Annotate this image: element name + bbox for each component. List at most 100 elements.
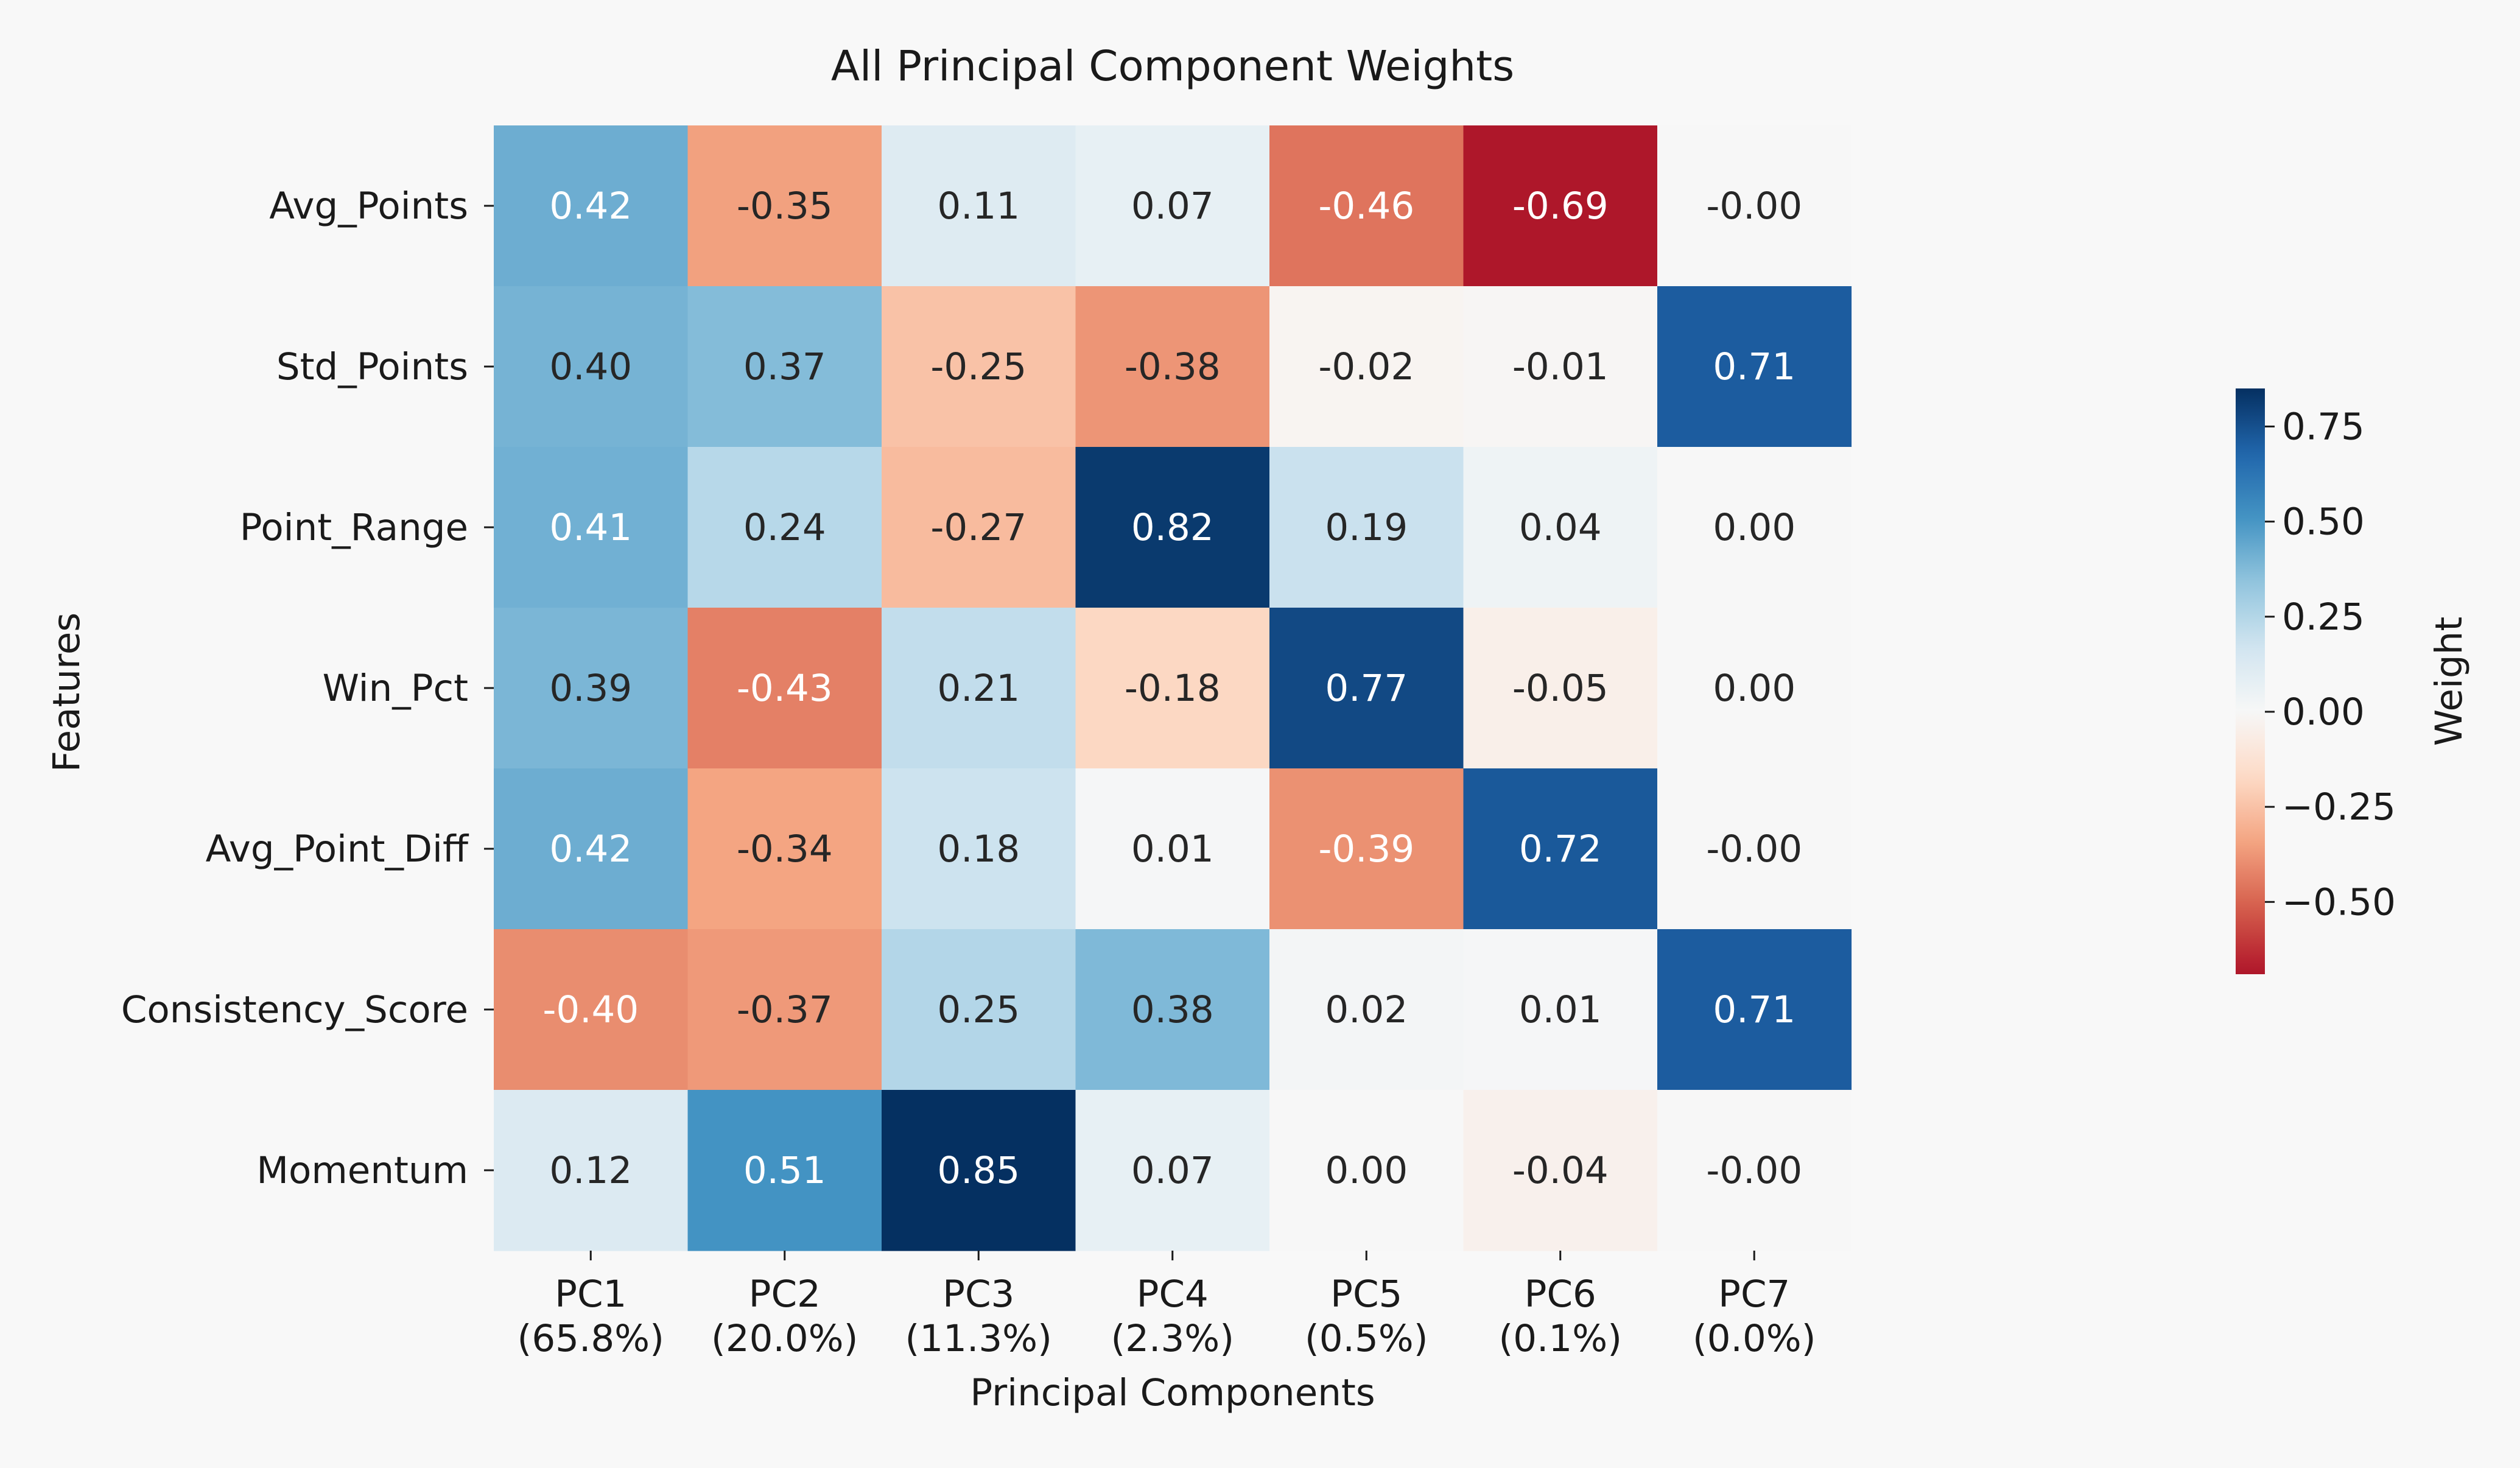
colorbar-gradient — [2236, 388, 2265, 974]
cell-value-label: -0.34 — [737, 827, 833, 871]
heatmap-cell — [882, 125, 1076, 287]
cell-value-label: -0.46 — [1318, 184, 1414, 228]
x-tick-variance-label: (20.0%) — [711, 1317, 858, 1360]
heatmap-cell — [1463, 929, 1658, 1090]
heatmap-cell — [494, 929, 689, 1090]
cell-value-label: -0.37 — [737, 988, 833, 1031]
cell-value-label: -0.04 — [1512, 1149, 1609, 1192]
heatmap-cell — [882, 608, 1076, 769]
cell-value-label: 0.07 — [1131, 1149, 1214, 1192]
x-axis-label: Principal Components — [970, 1371, 1375, 1414]
x-tick-label: PC2 — [749, 1273, 821, 1316]
heatmap-cell — [1657, 929, 1852, 1090]
heatmap-cell — [1269, 125, 1464, 287]
heatmap-cell — [1269, 1090, 1464, 1251]
cell-value-label: 0.00 — [1713, 506, 1795, 549]
y-axis-label: Features — [45, 613, 88, 772]
heatmap-cell — [1075, 608, 1270, 769]
heatmap-cell — [1075, 929, 1270, 1090]
heatmap-cell — [1657, 608, 1852, 769]
cell-value-label: 0.39 — [549, 667, 632, 710]
cell-value-label: 0.51 — [743, 1149, 826, 1192]
cell-value-label: 0.72 — [1519, 827, 1602, 871]
heatmap-cell — [687, 768, 882, 930]
heatmap-cell — [494, 125, 689, 287]
cell-value-label: -0.38 — [1125, 345, 1221, 388]
x-tick-variance-label: (0.1%) — [1498, 1317, 1622, 1360]
cell-value-label: -0.00 — [1706, 1149, 1802, 1192]
heatmap-cell — [882, 286, 1076, 448]
cell-value-label: 0.71 — [1713, 345, 1795, 388]
cell-value-label: -0.05 — [1512, 667, 1609, 710]
x-tick-variance-label: (0.0%) — [1693, 1317, 1816, 1360]
x-tick-variance-label: (65.8%) — [518, 1317, 664, 1360]
cell-value-label: 0.00 — [1325, 1149, 1408, 1192]
heatmap-cell — [882, 929, 1076, 1090]
heatmap-cell — [687, 447, 882, 608]
heatmap-cell — [1075, 447, 1270, 608]
x-tick-label: PC7 — [1718, 1273, 1790, 1316]
heatmap-cell — [1463, 125, 1658, 287]
cell-value-label: -0.69 — [1512, 184, 1609, 228]
cell-value-label: 0.12 — [549, 1149, 632, 1192]
heatmap-cell — [1657, 1090, 1852, 1251]
heatmap-cell — [882, 1090, 1076, 1251]
cell-value-label: 0.02 — [1325, 988, 1408, 1031]
y-tick-label: Momentum — [256, 1149, 468, 1192]
cell-value-label: -0.18 — [1125, 667, 1221, 710]
heatmap-cell — [1657, 447, 1852, 608]
heatmap-cell — [687, 608, 882, 769]
cell-value-label: -0.43 — [737, 667, 833, 710]
cell-value-label: -0.01 — [1512, 345, 1609, 388]
heatmap-grid — [494, 125, 1852, 1251]
heatmap-cell — [882, 768, 1076, 930]
heatmap-cell — [687, 286, 882, 448]
x-tick-label: PC1 — [555, 1273, 626, 1316]
heatmap-cell — [882, 447, 1076, 608]
x-tick-label: PC6 — [1525, 1273, 1596, 1316]
heatmap-cell — [1075, 768, 1270, 930]
heatmap-cell — [494, 286, 689, 448]
cell-value-label: -0.02 — [1318, 345, 1414, 388]
cell-value-label: -0.25 — [930, 345, 1027, 388]
cell-value-label: 0.38 — [1131, 988, 1214, 1031]
heatmap-cell — [1269, 929, 1464, 1090]
heatmap-cell — [687, 929, 882, 1090]
colorbar-tick-label: 0.25 — [2282, 595, 2365, 639]
cell-value-label: 0.37 — [743, 345, 826, 388]
y-tick-label: Std_Points — [276, 345, 468, 388]
y-tick-label: Win_Pct — [323, 667, 468, 710]
colorbar-tick-label: 0.75 — [2282, 405, 2365, 448]
heatmap-cell — [687, 1090, 882, 1251]
heatmap-cell — [1463, 608, 1658, 769]
cell-value-label: 0.40 — [549, 345, 632, 388]
cell-value-label: 0.21 — [937, 667, 1020, 710]
heatmap-cell — [494, 608, 689, 769]
heatmap-cell — [494, 447, 689, 608]
heatmap-cell — [1075, 286, 1270, 448]
cell-value-label: 0.19 — [1325, 506, 1408, 549]
cell-value-label: -0.40 — [542, 988, 639, 1031]
colorbar-ticks: 0.75 0.50 0.25 0.00 −0.25 −0.50 — [2265, 405, 2396, 924]
heatmap-cell — [1269, 447, 1464, 608]
heatmap-cell — [1657, 125, 1852, 287]
heatmap-cell — [1657, 768, 1852, 930]
cell-value-label: 0.82 — [1131, 506, 1214, 549]
heatmap-cell — [1657, 286, 1852, 448]
cell-value-label: 0.04 — [1519, 506, 1602, 549]
cell-value-label: 0.24 — [743, 506, 826, 549]
cell-value-label: -0.39 — [1318, 827, 1414, 871]
cell-value-label: 0.07 — [1131, 184, 1214, 228]
heatmap-cell — [1463, 768, 1658, 930]
heatmap-cell — [1269, 768, 1464, 930]
colorbar-tick-label: −0.50 — [2282, 880, 2396, 924]
heatmap-cell — [1269, 286, 1464, 448]
colorbar: 0.75 0.50 0.25 0.00 −0.25 −0.50 Weight — [2236, 388, 2471, 974]
colorbar-tick-label: −0.25 — [2282, 785, 2396, 829]
y-tick-label: Point_Range — [240, 506, 468, 549]
heatmap-cell — [494, 768, 689, 930]
heatmap-cell — [1075, 125, 1270, 287]
chart-title: All Principal Component Weights — [831, 42, 1514, 91]
x-tick-variance-label: (2.3%) — [1111, 1317, 1234, 1360]
y-axis: Avg_Points Std_Points Point_Range Win_Pct Av… — [121, 184, 494, 1192]
